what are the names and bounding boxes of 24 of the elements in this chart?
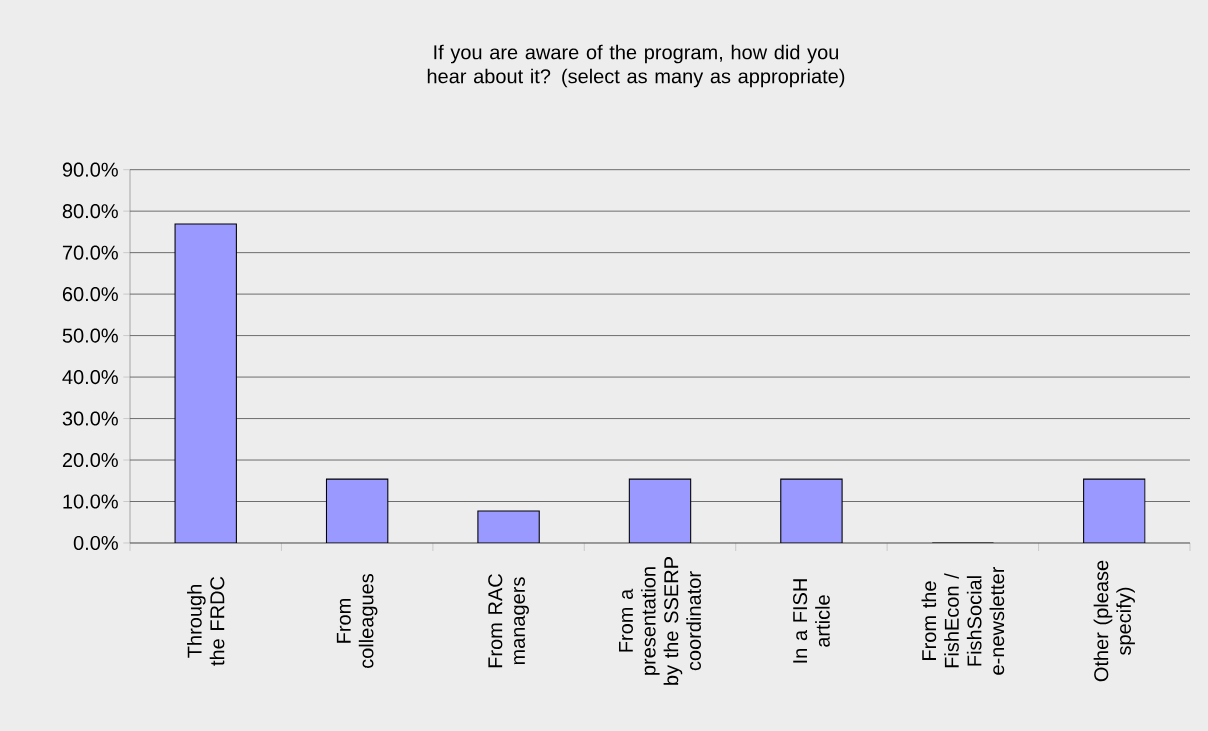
y-tick-label: 0.0% [73, 535, 118, 551]
y-tick-label: 90.0% [62, 162, 118, 177]
x-tick-label: Other (please specify) [1093, 560, 1135, 682]
y-tick-label: 70.0% [62, 245, 118, 260]
x-tick-label: From the FishEcon / FishSocial e-newsletter [921, 566, 1005, 675]
bar [477, 510, 540, 543]
y-tick-label: 10.0% [63, 494, 118, 509]
y-tick-label: 80.0% [62, 204, 118, 219]
bar [628, 478, 692, 543]
bar [1083, 478, 1146, 543]
y-tick-label: 50.0% [62, 328, 118, 343]
y-tick-label: 40.0% [62, 369, 118, 385]
x-tick-label: Through the FRDC [187, 576, 225, 666]
bar [174, 223, 237, 543]
chart-title: If you are aware of the program, how did you hear about it? (select as many as appropriate) [427, 44, 845, 88]
bar [780, 478, 843, 543]
y-tick-label: 30.0% [62, 411, 118, 426]
y-tick-label: 20.0% [62, 452, 118, 468]
x-tick-label: From a presentation by the SSERP coordinator [619, 557, 701, 685]
bar [325, 478, 389, 543]
x-tick-label: From colleagues [336, 573, 378, 668]
x-tick-label: In a FISH article [793, 579, 830, 663]
x-tick-label: From RAC managers [488, 574, 529, 668]
y-tick-label: 60.0% [62, 287, 118, 302]
